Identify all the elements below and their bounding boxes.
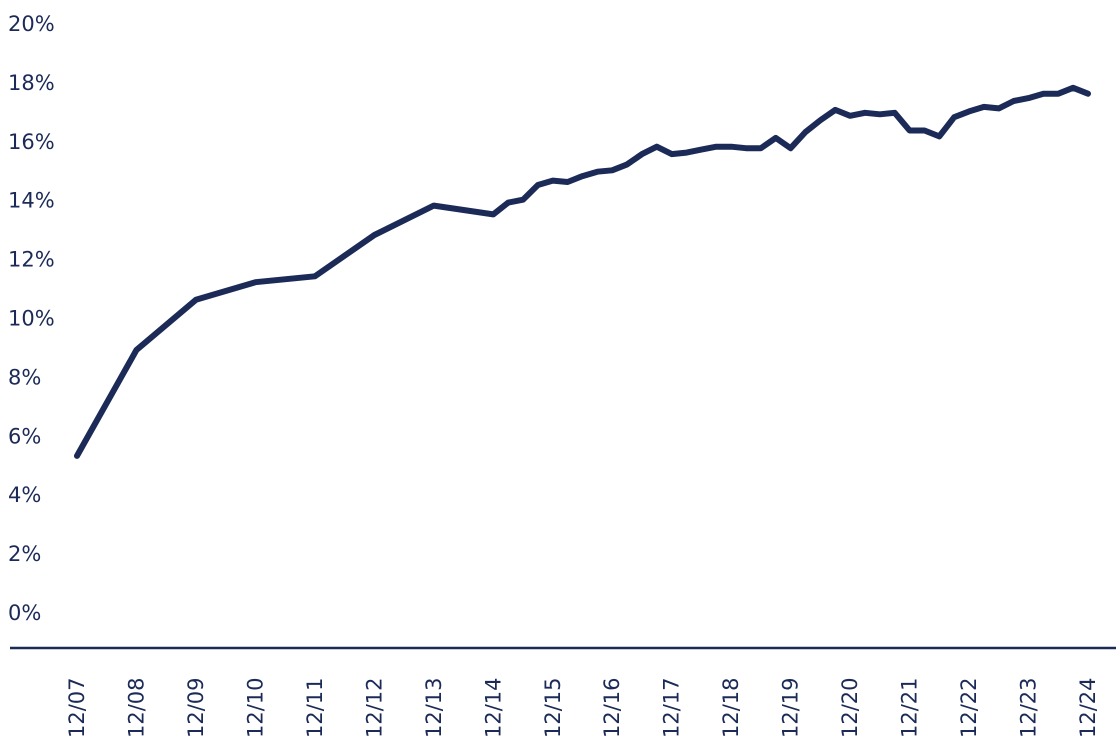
x-tick-label: 12/15 (541, 677, 565, 738)
y-tick-label: 0% (8, 601, 41, 625)
x-tick-label: 12/12 (362, 677, 386, 738)
series-layer (74, 84, 1091, 459)
y-tick-label: 16% (8, 130, 55, 154)
x-tick-label: 12/08 (124, 677, 148, 738)
x-tick-label: 12/19 (779, 677, 803, 738)
x-tick-label: 12/13 (422, 677, 446, 738)
y-tick-label: 14% (8, 189, 55, 213)
x-axis-labels: 12/07 12/08 12/09 12/10 12/11 12/12 12/13 12/14… (65, 677, 1100, 738)
x-tick-label: 12/17 (660, 677, 684, 738)
x-tick-label: 12/21 (898, 677, 922, 738)
x-tick-label: 12/07 (65, 677, 89, 738)
x-tick-label: 12/18 (719, 677, 743, 738)
x-tick-label: 12/22 (957, 677, 981, 738)
y-tick-label: 6% (8, 424, 41, 448)
x-tick-label: 12/10 (243, 677, 267, 738)
y-tick-label: 8% (8, 365, 41, 389)
y-tick-label: 2% (8, 542, 41, 566)
x-tick-label: 12/23 (1017, 677, 1041, 738)
x-tick-label: 12/20 (838, 677, 862, 738)
x-tick-label: 12/11 (303, 677, 327, 738)
y-tick-label: 10% (8, 307, 55, 331)
x-tick-label: 12/16 (600, 677, 624, 738)
y-tick-label: 12% (8, 248, 55, 272)
y-tick-label: 18% (8, 71, 55, 95)
y-tick-label: 20% (8, 12, 55, 36)
y-axis-labels: 0% 2% 4% 6% 8% 10% 12% 14% 16% 18% 20% (8, 12, 55, 625)
y-tick-label: 4% (8, 483, 41, 507)
x-tick-label: 12/14 (481, 677, 505, 738)
x-tick-label: 12/09 (184, 677, 208, 738)
series-line (74, 84, 1091, 459)
x-tick-label: 12/24 (1076, 677, 1100, 738)
